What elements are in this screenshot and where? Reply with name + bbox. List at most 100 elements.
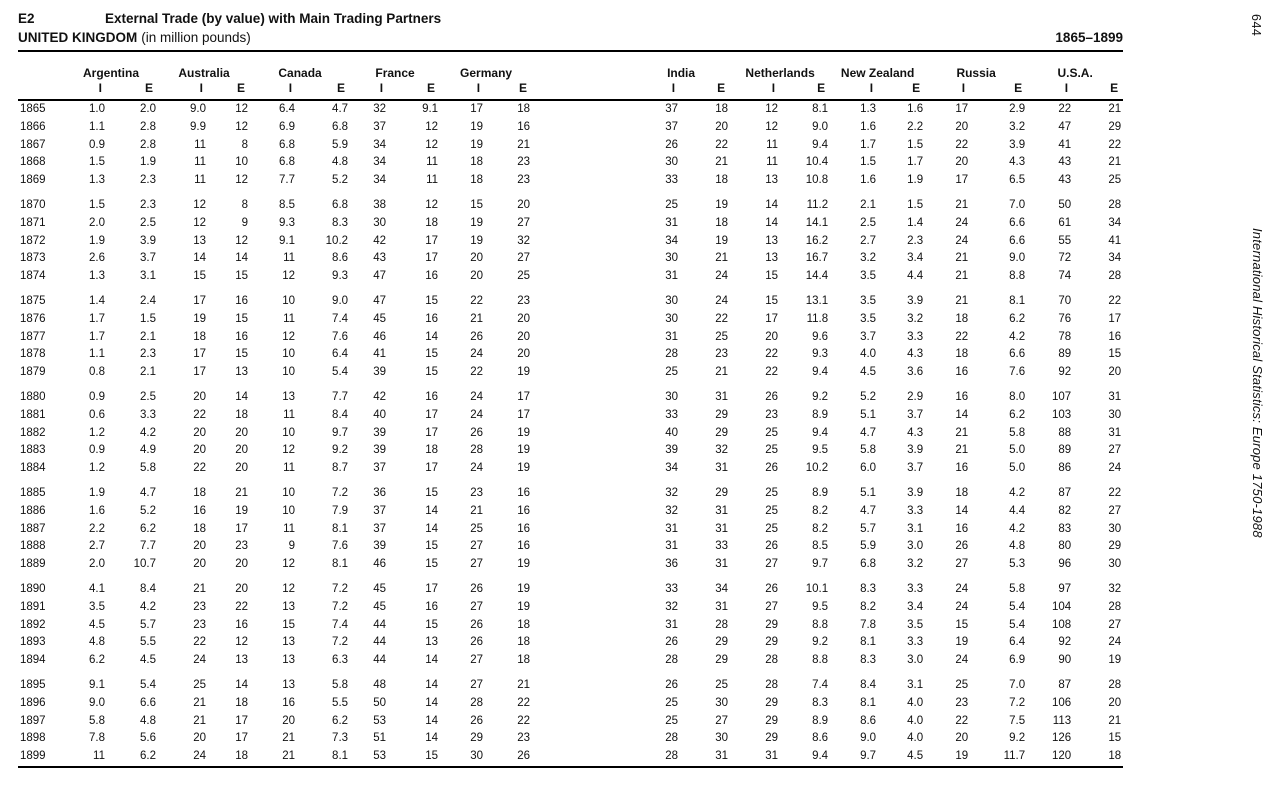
- value-cell: 21: [1108, 103, 1122, 115]
- value-cell: 22: [955, 138, 969, 151]
- value-cell: 5.2: [332, 174, 349, 187]
- value-cell: 2.5: [860, 216, 877, 229]
- value-cell: 17: [1108, 312, 1122, 325]
- value-cell: 19: [517, 558, 531, 571]
- value-cell: 5.8: [1009, 582, 1026, 595]
- value-cell: 21: [282, 750, 296, 763]
- value-cell: 3.3: [907, 636, 924, 649]
- year-cell: 1891: [20, 600, 46, 613]
- value-cell: 19: [193, 312, 207, 325]
- table-row: 1874 1.3 3.1 15 15 12 9.3 47 16 20 25 31 24 15 14.4 3.5…: [18, 268, 1123, 286]
- value-cell: 27: [765, 600, 779, 613]
- value-cell: 26: [665, 138, 679, 151]
- table-row: 1891 3.5 4.2 23 22 13 7.2 45 16 27 19 32 31 27 9.5 8.2 3…: [18, 599, 1123, 617]
- table-row: 1888 2.7 7.7 20 23 9 7.6 39 15 27 16 31 33 26 8.5 5.9 3.…: [18, 538, 1123, 556]
- exports-header: E: [1073, 81, 1124, 101]
- value-cell: 26: [765, 582, 779, 595]
- value-cell: 10.1: [805, 582, 829, 595]
- table-row: 1871 2.0 2.5 12 9 9.3 8.3 30 18 19 27 31 18 14 14.1 2.5…: [18, 215, 1123, 233]
- value-cell: 17: [193, 294, 207, 307]
- value-cell: 8.7: [332, 462, 349, 475]
- value-cell: 120: [1051, 750, 1072, 763]
- value-cell: 18: [715, 216, 729, 229]
- value-cell: 14: [425, 714, 439, 727]
- value-cell: 0.6: [89, 408, 105, 421]
- value-cell: 19: [715, 198, 729, 211]
- value-cell: 7.3: [332, 732, 349, 745]
- value-cell: 8.8: [812, 618, 829, 631]
- value-cell: 11: [283, 252, 296, 265]
- column-spacer: [532, 346, 632, 364]
- value-cell: 10: [282, 294, 296, 307]
- value-cell: 8: [241, 138, 249, 151]
- value-cell: 1.6: [907, 103, 924, 115]
- value-cell: 12: [425, 138, 439, 151]
- value-cell: 31: [715, 504, 729, 517]
- value-cell: 16: [955, 390, 969, 403]
- value-cell: 18: [715, 103, 729, 115]
- imports-header: I: [632, 81, 681, 101]
- value-cell: 13: [425, 636, 439, 649]
- value-cell: 20: [193, 390, 207, 403]
- value-cell: 30: [665, 312, 679, 325]
- value-cell: 7.0: [1009, 198, 1026, 211]
- partner-header: New Zealand: [840, 66, 915, 80]
- value-cell: 16: [282, 696, 296, 709]
- table-row: 1893 4.8 5.5 22 12 13 7.2 44 13 26 18 26 29 29 9.2 8.1 3…: [18, 634, 1123, 652]
- value-cell: 2.3: [140, 198, 157, 211]
- value-cell: 103: [1051, 408, 1072, 421]
- value-cell: 18: [235, 750, 249, 763]
- value-cell: 29: [470, 732, 484, 745]
- value-cell: 28: [1108, 198, 1122, 211]
- value-cell: 27: [470, 540, 484, 553]
- year-cell: 1880: [20, 390, 46, 403]
- value-cell: 20: [235, 558, 249, 571]
- value-cell: 1.2: [89, 426, 105, 439]
- value-cell: 25: [765, 444, 779, 457]
- value-cell: 46: [373, 558, 387, 571]
- value-cell: 11: [93, 750, 105, 763]
- value-cell: 2.3: [907, 234, 924, 247]
- value-cell: 4.8: [140, 714, 157, 727]
- value-cell: 19: [470, 120, 484, 133]
- value-cell: 26: [470, 330, 484, 343]
- value-cell: 9.1: [89, 678, 105, 691]
- value-cell: 29: [765, 636, 779, 649]
- value-cell: 12: [235, 120, 249, 133]
- value-cell: 15: [235, 348, 249, 361]
- year-cell: 1870: [20, 198, 46, 211]
- column-spacer: [532, 311, 632, 329]
- value-cell: 8.1: [332, 522, 349, 535]
- value-cell: 25: [715, 330, 729, 343]
- year-cell: 1881: [20, 408, 46, 421]
- value-cell: 26: [765, 540, 779, 553]
- value-cell: 37: [373, 522, 387, 535]
- value-cell: 3.0: [907, 654, 924, 667]
- value-cell: 33: [665, 174, 679, 187]
- value-cell: 12: [193, 198, 207, 211]
- value-cell: 43: [1058, 174, 1072, 187]
- year-cell: 1879: [20, 366, 46, 379]
- value-cell: 8.1: [812, 103, 829, 115]
- value-cell: 20: [955, 120, 969, 133]
- value-cell: 108: [1051, 618, 1072, 631]
- value-cell: 8.6: [332, 252, 349, 265]
- column-spacer: [532, 407, 632, 425]
- value-cell: 8.0: [1009, 390, 1026, 403]
- value-cell: 14: [765, 216, 779, 229]
- value-cell: 3.5: [860, 312, 877, 325]
- value-cell: 24: [955, 654, 969, 667]
- exports-header: E: [485, 81, 533, 101]
- table-row: 1884 1.2 5.8 22 20 11 8.7 37 17 24 19 34 31 26 10.2 6.0…: [18, 460, 1123, 478]
- value-cell: 22: [1108, 486, 1122, 499]
- value-cell: 6.8: [279, 156, 296, 169]
- value-cell: 0.8: [89, 366, 105, 379]
- value-cell: 21: [282, 732, 296, 745]
- value-cell: 20: [1108, 366, 1122, 379]
- value-cell: 9: [241, 216, 249, 229]
- table-row: 1894 6.2 4.5 24 13 13 6.3 44 14 27 18 28 29 28 8.8 8.3 3…: [18, 652, 1123, 670]
- year-cell: 1892: [20, 618, 46, 631]
- value-cell: 8.4: [332, 408, 349, 421]
- value-cell: 41: [1108, 234, 1122, 247]
- value-cell: 4.0: [860, 348, 877, 361]
